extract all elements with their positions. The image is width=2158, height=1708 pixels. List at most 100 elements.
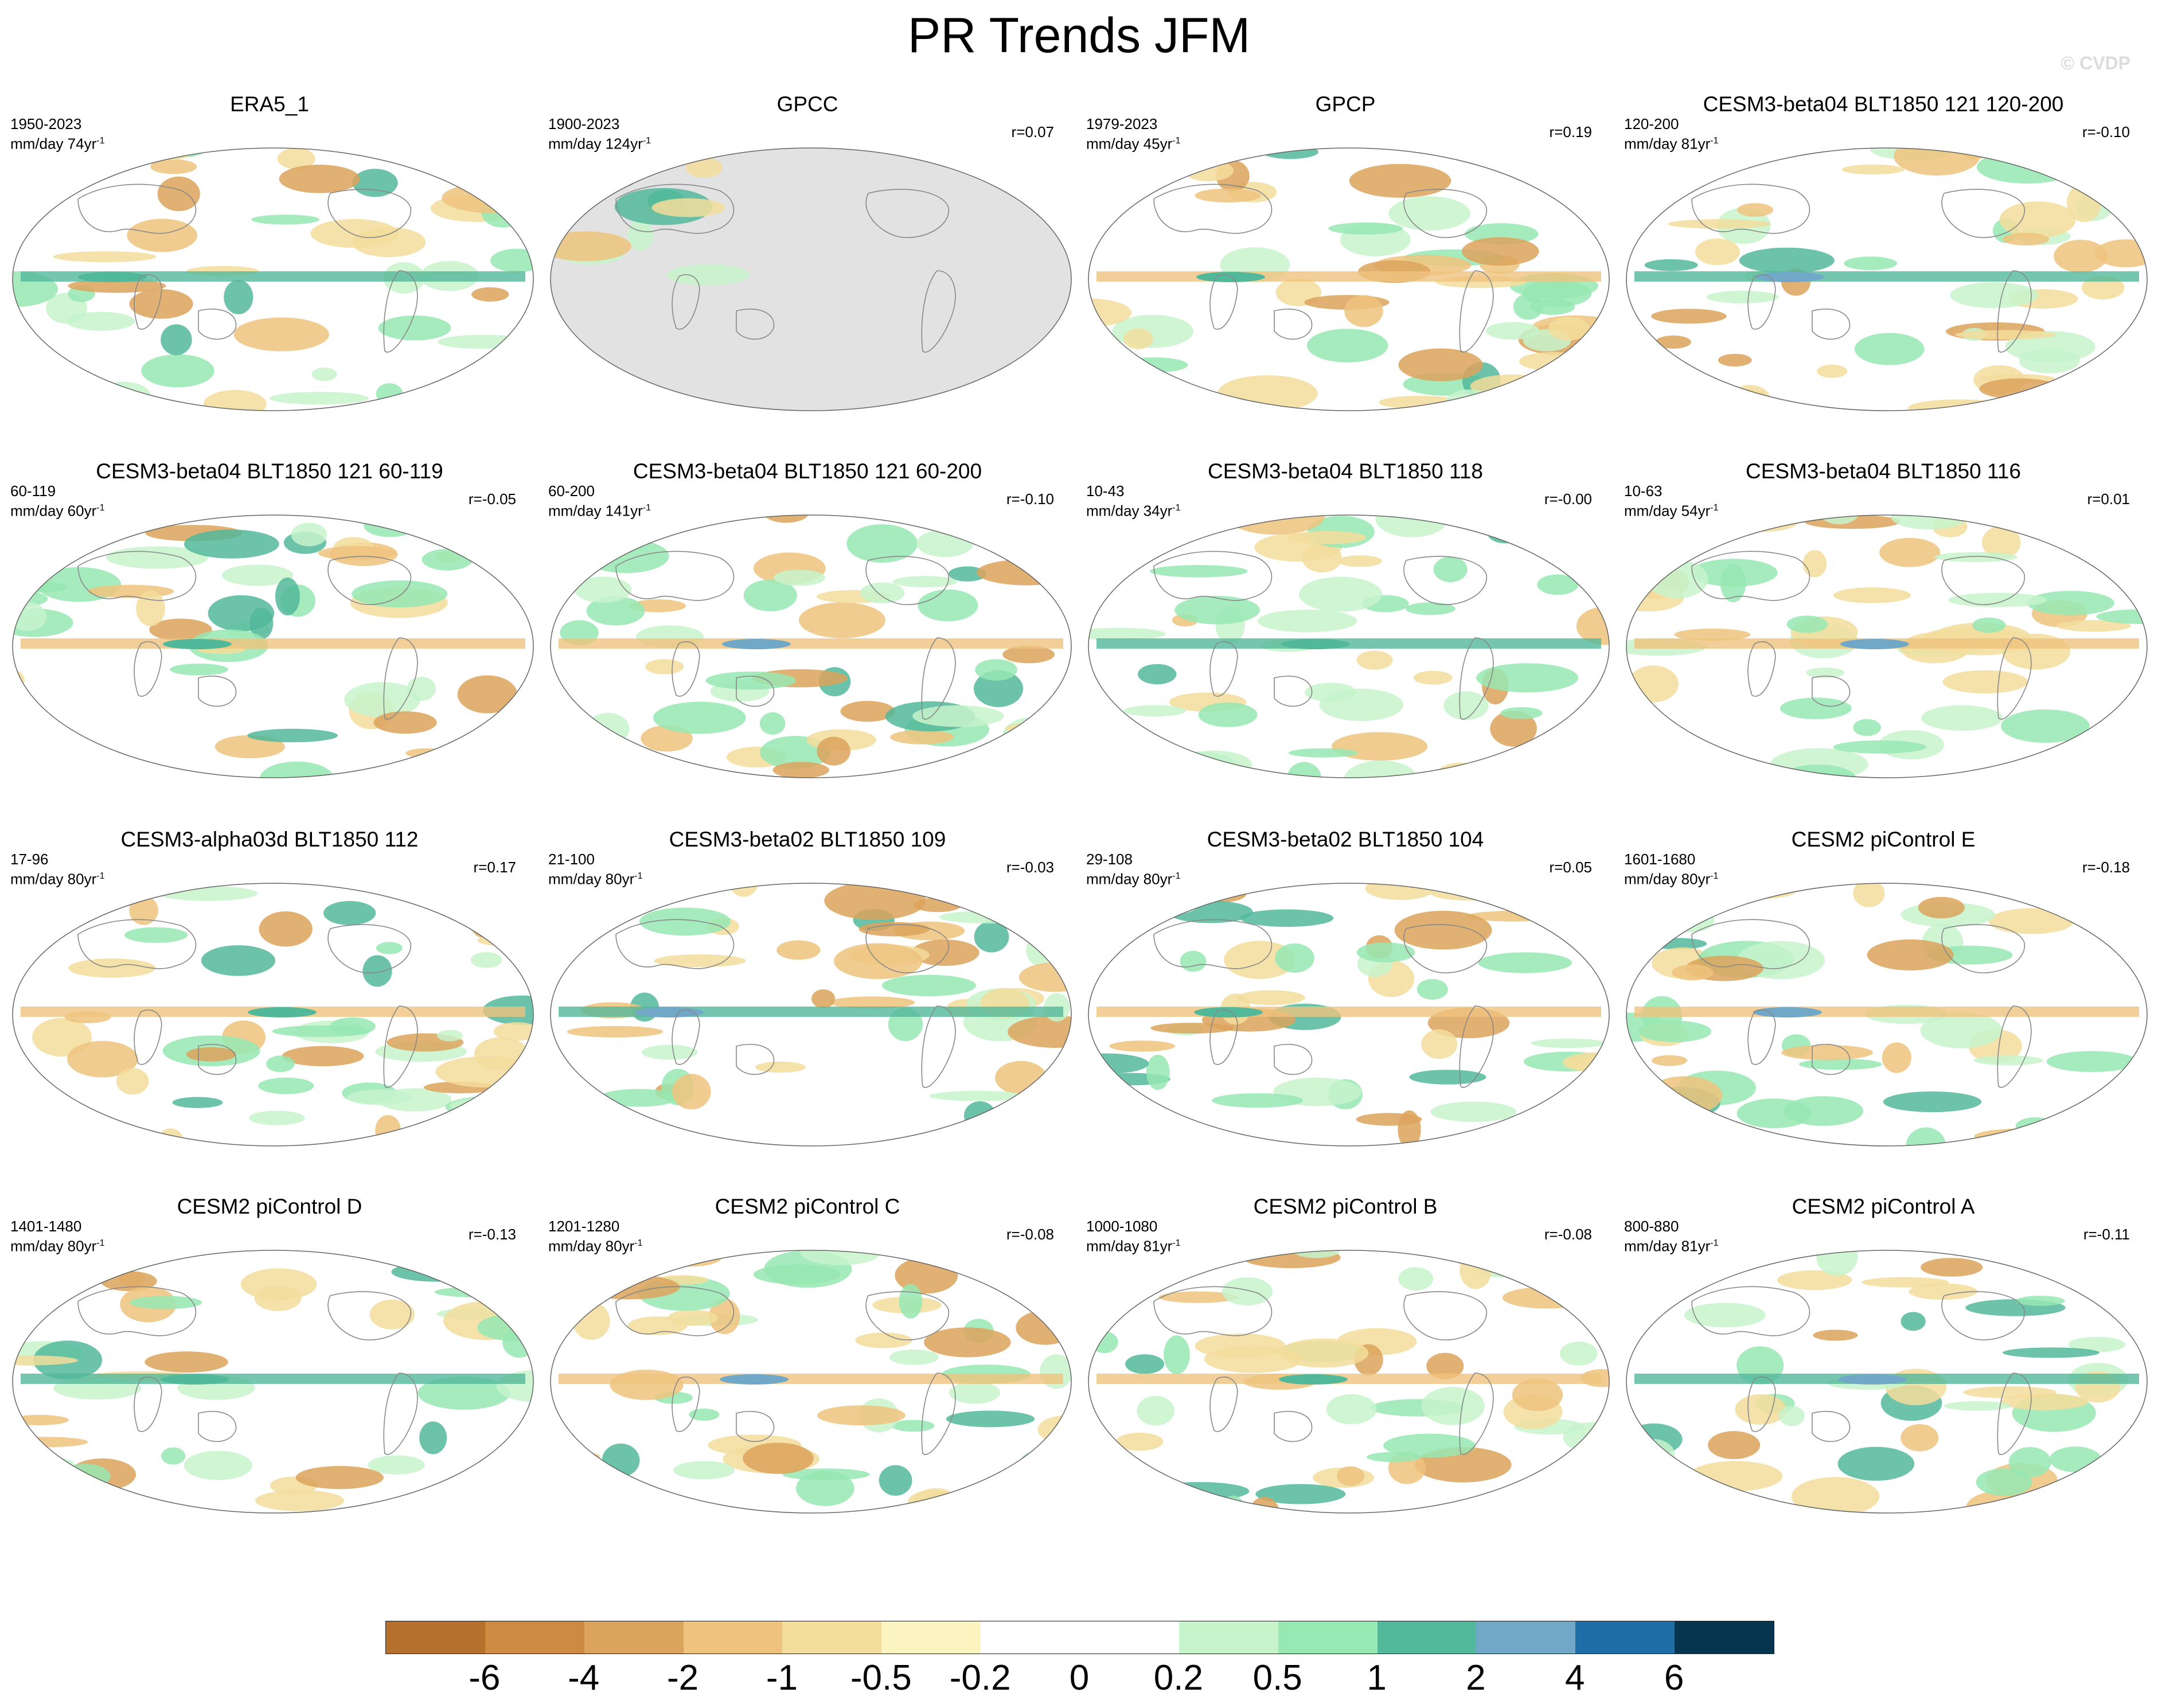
robinson-map xyxy=(550,883,1072,1147)
trend-blotch xyxy=(774,570,826,586)
panel-meta: 17-96 mm/day 80yr-1 xyxy=(10,851,105,888)
trend-blotch xyxy=(1299,576,1382,612)
panel-units: mm/day 80yr-1 xyxy=(1086,868,1181,888)
trend-blotch xyxy=(658,1250,722,1267)
trend-blotch xyxy=(1174,595,1260,625)
trend-blotch xyxy=(1921,1258,1983,1277)
trend-blotch xyxy=(1844,256,1898,271)
coastline xyxy=(1691,919,1810,969)
map-panel: CESM3-beta04 BLT1850 121 60-119 60-119 mm/… xyxy=(0,459,539,826)
coastline xyxy=(198,1411,237,1442)
map-panel: CESM3-alpha03d BLT1850 112 17-96 mm/day 80… xyxy=(0,827,539,1194)
trend-blotch xyxy=(1628,665,1679,703)
trend-core xyxy=(248,1007,317,1017)
trend-blotch xyxy=(1018,1452,1047,1485)
trend-blotch xyxy=(1644,1131,1726,1146)
trend-blotch xyxy=(1644,259,1698,271)
panel-title: GPCC xyxy=(776,92,838,116)
trend-blotch xyxy=(1150,1023,1234,1034)
panel-correlation: r=-0.03 xyxy=(1006,859,1054,876)
trend-blotch xyxy=(1398,348,1483,381)
trend-blotch xyxy=(2066,184,2102,223)
coastline xyxy=(1459,1372,1494,1455)
equatorial-band xyxy=(559,638,1063,649)
panel-period: 60-119 xyxy=(10,482,56,500)
trend-blotch xyxy=(373,711,437,734)
panel-period: 21-100 xyxy=(548,851,595,868)
panel-period: 1950-2023 xyxy=(10,115,82,132)
robinson-map xyxy=(1626,1250,2148,1514)
trend-blotch xyxy=(1833,587,1911,603)
equatorial-band xyxy=(1096,1374,1601,1384)
trend-blotch xyxy=(975,659,1017,681)
trend-blotch xyxy=(1426,1352,1464,1379)
trend-blotch xyxy=(1302,543,1342,573)
coastline xyxy=(77,551,197,601)
colorbar-label: 0.2 xyxy=(1153,1658,1203,1698)
trend-blotch xyxy=(1972,617,2006,633)
trend-blotch xyxy=(275,578,300,615)
panel-units-text: mm/day 81yr xyxy=(1624,135,1711,153)
ocean-background xyxy=(551,148,1071,411)
panel-units: mm/day 81yr-1 xyxy=(1624,132,1719,153)
trend-blotch xyxy=(1149,565,1248,578)
map-panel: CESM3-beta02 BLT1850 109 21-100 mm/day 80y… xyxy=(538,827,1077,1194)
trend-blotch xyxy=(34,1260,77,1290)
coastline xyxy=(1274,309,1313,340)
coastline xyxy=(865,189,949,238)
robinson-map xyxy=(1088,514,1610,778)
trend-blotch xyxy=(1522,279,1592,307)
map-border xyxy=(1626,1250,2148,1514)
coastline xyxy=(1209,274,1238,330)
trend-blotch xyxy=(1002,645,1055,664)
colorbar-segment xyxy=(683,1621,783,1654)
trend-blotch xyxy=(21,556,69,567)
trend-blotch xyxy=(161,1447,186,1465)
trend-blotch xyxy=(260,761,334,778)
trend-blotch xyxy=(743,579,797,611)
trend-blotch xyxy=(1778,1405,1805,1426)
trend-blotch xyxy=(1132,895,1199,915)
trend-blotch xyxy=(116,149,190,161)
trend-blotch xyxy=(1288,748,1358,758)
trend-blotch xyxy=(224,280,253,314)
colorbar-segment xyxy=(1178,1621,1278,1654)
trend-blotch xyxy=(1780,697,1852,719)
panel-units: mm/day 80yr-1 xyxy=(548,868,643,888)
trend-blotch xyxy=(1798,1058,1882,1070)
coastline xyxy=(1747,1009,1776,1065)
trend-blotch xyxy=(1783,1096,1864,1126)
trend-blotch xyxy=(575,1499,619,1512)
panel-units: mm/day 141yr-1 xyxy=(548,500,651,520)
trend-blotch xyxy=(879,1465,912,1496)
trend-blotch xyxy=(1007,1015,1071,1048)
trend-blotch xyxy=(1671,908,1715,933)
trend-blotch xyxy=(798,602,886,638)
trend-blotch xyxy=(233,317,329,352)
trend-blotch xyxy=(2008,1447,2051,1478)
trend-blotch xyxy=(911,939,980,966)
colorbar-segment xyxy=(584,1621,684,1654)
panel-meta: 60-200 mm/day 141yr-1 xyxy=(548,483,651,520)
coastline xyxy=(134,641,162,697)
colorbar-label: -6 xyxy=(469,1658,501,1698)
trend-blotch xyxy=(2001,709,2090,743)
trend-blotch xyxy=(1948,592,2047,607)
colorbar-segment xyxy=(485,1621,584,1654)
coastline xyxy=(327,189,411,238)
panel-units-text: mm/day 81yr xyxy=(1624,1237,1711,1255)
trend-blotch xyxy=(890,730,954,744)
trend-blotch xyxy=(67,1040,138,1078)
trend-blotch xyxy=(2046,1051,2138,1073)
trend-blotch xyxy=(1718,353,1752,367)
panel-units: mm/day 80yr-1 xyxy=(10,868,105,888)
panel-title: CESM3-beta04 BLT1850 121 120-200 xyxy=(1703,92,2064,116)
trend-blotch xyxy=(1548,317,1590,341)
panel-units-superscript: -1 xyxy=(1710,136,1719,146)
panel-units-superscript: -1 xyxy=(1172,871,1181,881)
trend-blotch xyxy=(1478,952,1572,973)
panel-meta: 1201-1280 mm/day 80yr-1 xyxy=(548,1218,643,1255)
map-panel: CESM2 piControl C 1201-1280 mm/day 80yr-1 r… xyxy=(538,1194,1077,1561)
panel-units-text: mm/day 80yr xyxy=(1624,870,1711,888)
trend-core xyxy=(1279,1374,1348,1385)
